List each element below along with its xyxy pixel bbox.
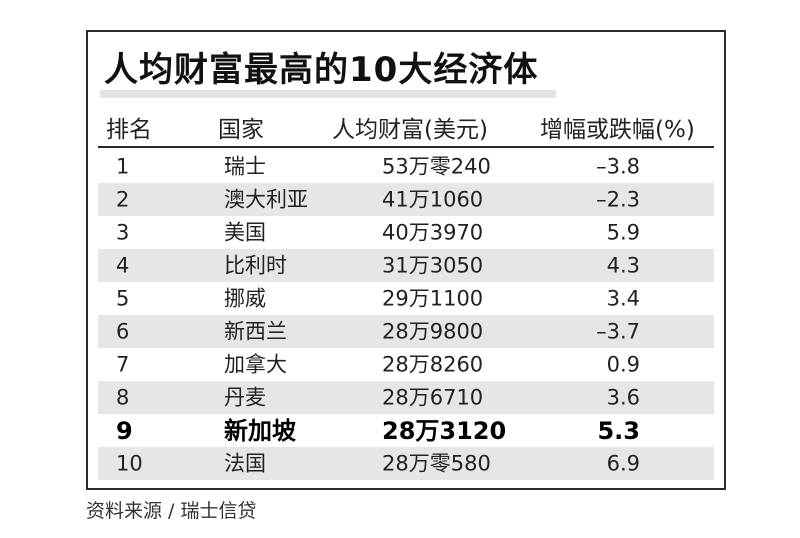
table-header: 排名 国家 人均财富(美元) 增幅或跌幅(%) (88, 104, 724, 144)
cell-change: 4.3 (606, 253, 640, 277)
source-note: 资料来源 / 瑞士信贷 (86, 500, 257, 522)
title-highlight (100, 90, 556, 98)
cell-change: 3.4 (606, 286, 640, 310)
cell-change: –2.3 (596, 187, 640, 211)
cell-wealth: 41万1060 (382, 187, 484, 211)
cell-country: 加拿大 (224, 352, 287, 376)
cell-change: 0.9 (606, 352, 640, 376)
cell-change: –3.7 (596, 319, 640, 343)
cell-wealth: 31万3050 (382, 253, 484, 277)
cell-change: –3.8 (596, 154, 640, 178)
cell-wealth: 40万3970 (382, 220, 484, 244)
table-row: 10 法国 28万零580 6.9 (98, 447, 714, 480)
table-row-highlighted: 9 新加坡 28万3120 5.3 (98, 414, 714, 447)
cell-country: 新西兰 (224, 319, 287, 343)
cell-rank: 6 (116, 319, 130, 343)
cell-change: 5.9 (606, 220, 640, 244)
cell-rank: 2 (116, 187, 130, 211)
cell-change: 6.9 (606, 451, 640, 475)
cell-wealth: 53万零240 (382, 154, 491, 178)
wealth-table-panel: 人均财富最高的10大经济体 排名 国家 人均财富(美元) 增幅或跌幅(%) 1 … (86, 30, 726, 490)
table-row: 1 瑞士 53万零240 –3.8 (98, 150, 714, 183)
cell-rank: 8 (116, 385, 130, 409)
cell-rank: 1 (116, 154, 130, 178)
cell-rank: 9 (116, 416, 133, 445)
cell-wealth: 28万8260 (382, 352, 484, 376)
cell-wealth: 28万3120 (382, 416, 507, 445)
table-title: 人均财富最高的10大经济体 (104, 50, 539, 90)
cell-rank: 3 (116, 220, 130, 244)
cell-wealth: 29万1100 (382, 286, 484, 310)
table-row: 3 美国 40万3970 5.9 (98, 216, 714, 249)
header-divider (98, 146, 714, 148)
cell-change: 5.3 (597, 416, 640, 445)
cell-rank: 5 (116, 286, 130, 310)
table-row: 2 澳大利亚 41万1060 –2.3 (98, 183, 714, 216)
table-row: 4 比利时 31万3050 4.3 (98, 249, 714, 282)
cell-change: 3.6 (606, 385, 640, 409)
table-row: 8 丹麦 28万6710 3.6 (98, 381, 714, 414)
cell-rank: 7 (116, 352, 130, 376)
cell-wealth: 28万零580 (382, 451, 491, 475)
cell-country: 挪威 (224, 286, 266, 310)
cell-rank: 10 (116, 451, 143, 475)
header-change: 增幅或跌幅(%) (540, 117, 695, 143)
table-row: 6 新西兰 28万9800 –3.7 (98, 315, 714, 348)
cell-wealth: 28万6710 (382, 385, 484, 409)
cell-country: 美国 (224, 220, 266, 244)
header-wealth: 人均财富(美元) (332, 117, 488, 143)
cell-country: 丹麦 (224, 385, 266, 409)
header-country: 国家 (218, 117, 264, 143)
cell-wealth: 28万9800 (382, 319, 484, 343)
cell-country: 比利时 (224, 253, 287, 277)
header-rank: 排名 (106, 117, 152, 143)
cell-rank: 4 (116, 253, 130, 277)
table-row: 5 挪威 29万1100 3.4 (98, 282, 714, 315)
cell-country: 瑞士 (224, 154, 266, 178)
cell-country: 新加坡 (224, 416, 296, 445)
table-body: 1 瑞士 53万零240 –3.8 2 澳大利亚 41万1060 –2.3 3 … (98, 150, 714, 480)
cell-country: 法国 (224, 451, 266, 475)
cell-country: 澳大利亚 (224, 187, 308, 211)
table-row: 7 加拿大 28万8260 0.9 (98, 348, 714, 381)
